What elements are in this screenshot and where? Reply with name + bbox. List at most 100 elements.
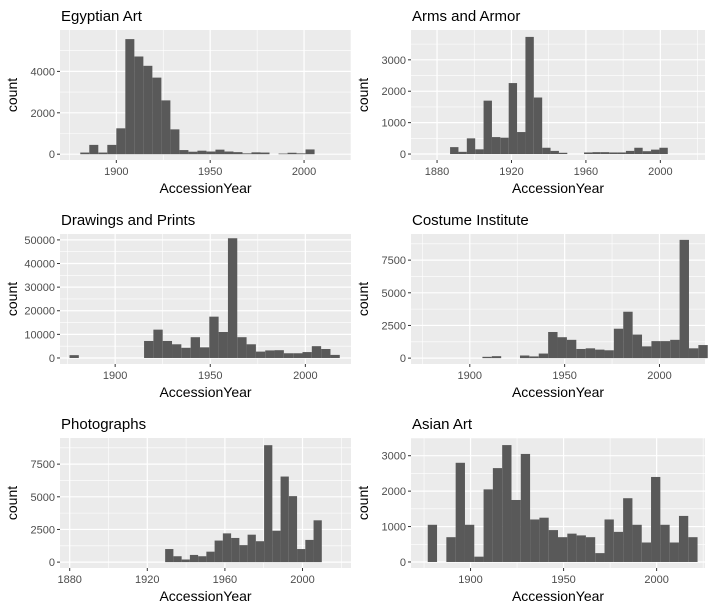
histogram-bar <box>228 238 237 358</box>
histogram-bar <box>458 152 466 154</box>
x-tick-label: 1950 <box>198 166 222 178</box>
y-axis-label: count <box>4 282 20 316</box>
histogram-bar <box>181 348 190 358</box>
histogram-bar <box>161 100 170 154</box>
y-tick-label: 0 <box>49 557 55 569</box>
histogram-bar <box>595 350 604 358</box>
histogram-bar <box>642 542 651 561</box>
y-axis-label: count <box>355 78 371 112</box>
x-tick-label: 1900 <box>458 370 482 382</box>
histogram-bar <box>89 145 98 154</box>
y-tick-label: 40000 <box>24 259 55 271</box>
histogram-bar <box>144 341 153 358</box>
histogram-bar <box>634 148 642 154</box>
histogram-bar <box>679 516 688 562</box>
histogram-bar <box>248 535 256 562</box>
panel-title: Arms and Armor <box>412 8 520 25</box>
histogram-bar <box>584 152 592 154</box>
histogram-bar <box>251 152 260 154</box>
x-tick-label: 1960 <box>213 574 237 586</box>
histogram-bar <box>474 557 483 562</box>
histogram-bar <box>170 129 179 154</box>
x-tick-label: 1900 <box>103 370 127 382</box>
y-tick-label: 7500 <box>382 255 406 267</box>
x-axis-label: AccessionYear <box>512 180 604 196</box>
histogram-bar <box>165 549 173 562</box>
histogram-bar <box>288 153 297 154</box>
histogram-bar <box>289 496 297 562</box>
histogram-bar <box>467 138 475 154</box>
histogram-bar <box>239 545 247 562</box>
histogram-bar <box>264 445 272 562</box>
y-tick-label: 7500 <box>31 459 55 471</box>
histogram-bar <box>237 337 246 358</box>
histogram-bar <box>614 532 623 562</box>
histogram-bar <box>209 317 218 358</box>
y-tick-label: 1000 <box>382 522 406 534</box>
y-tick-label: 20000 <box>24 306 55 318</box>
y-tick-label: 3000 <box>382 55 406 67</box>
histogram-bar <box>660 525 669 562</box>
histogram-bar <box>297 549 305 562</box>
histogram-bar <box>651 341 660 358</box>
histogram-bar <box>306 149 315 154</box>
histogram-bar <box>281 477 289 563</box>
panel-2: 1880 1920 1960 2000 0 1000 2000 3000 Arms and Ar… <box>355 8 705 196</box>
y-tick-label: 0 <box>49 353 55 365</box>
panel-1: 1900 1950 2000 0 2000 4000 Egyptian Art Accessi… <box>4 8 351 196</box>
histogram-bar <box>261 153 270 155</box>
panel-title: Photographs <box>61 416 146 433</box>
histogram-bar <box>500 138 508 154</box>
histogram-bar <box>559 153 567 154</box>
histogram-bar <box>107 145 116 154</box>
y-tick-label: 4000 <box>31 66 55 78</box>
histogram-bar <box>233 152 242 154</box>
histogram-bar <box>643 151 651 154</box>
histogram-bar <box>632 525 641 562</box>
x-axis-label: AccessionYear <box>512 588 604 604</box>
x-tick-label: 1960 <box>574 166 598 178</box>
histogram-bar <box>586 348 595 358</box>
histogram-bar <box>642 346 651 358</box>
histogram-bar <box>651 477 660 562</box>
x-tick-label: 1950 <box>552 370 576 382</box>
x-axis-label: AccessionYear <box>159 384 251 400</box>
y-axis-label: count <box>4 78 20 112</box>
x-axis-label: AccessionYear <box>159 588 251 604</box>
x-tick-label: 2000 <box>644 574 668 586</box>
panel-background <box>60 30 351 160</box>
x-tick-label: 2000 <box>293 370 317 382</box>
histogram-bar <box>247 344 256 358</box>
x-tick-label: 1880 <box>425 166 449 178</box>
histogram-bar <box>605 519 614 562</box>
histogram-bar <box>586 537 595 562</box>
y-tick-label: 0 <box>49 149 55 161</box>
y-axis-label: count <box>4 486 20 520</box>
panel-title: Costume Institute <box>412 212 529 229</box>
histogram-bar <box>595 553 604 562</box>
panel-4: 1900 1950 2000 0 2500 5000 7500 Costume Institu… <box>355 212 708 400</box>
histogram-bar <box>680 240 689 358</box>
x-tick-label: 1880 <box>57 574 81 586</box>
histogram-bar <box>492 356 501 358</box>
histogram-bar <box>134 56 143 154</box>
y-tick-label: 2500 <box>31 524 55 536</box>
histogram-bar <box>198 556 206 562</box>
histogram-bar <box>182 560 190 563</box>
y-tick-label: 0 <box>400 353 406 365</box>
histogram-bar <box>321 349 330 358</box>
histogram-bar <box>297 153 306 154</box>
histogram-bar <box>330 355 339 358</box>
histogram-bar <box>70 355 79 358</box>
histogram-bar <box>517 132 525 154</box>
histogram-bar <box>303 352 312 358</box>
histogram-bar <box>475 149 483 154</box>
histogram-bar <box>623 312 632 358</box>
histogram-bar <box>484 101 492 154</box>
histogram-bar <box>577 535 586 562</box>
histogram-bar <box>698 345 707 358</box>
histogram-bar <box>542 148 550 154</box>
histogram-bar <box>314 520 322 562</box>
histogram-bar <box>153 330 162 358</box>
histogram-bar <box>223 533 231 562</box>
